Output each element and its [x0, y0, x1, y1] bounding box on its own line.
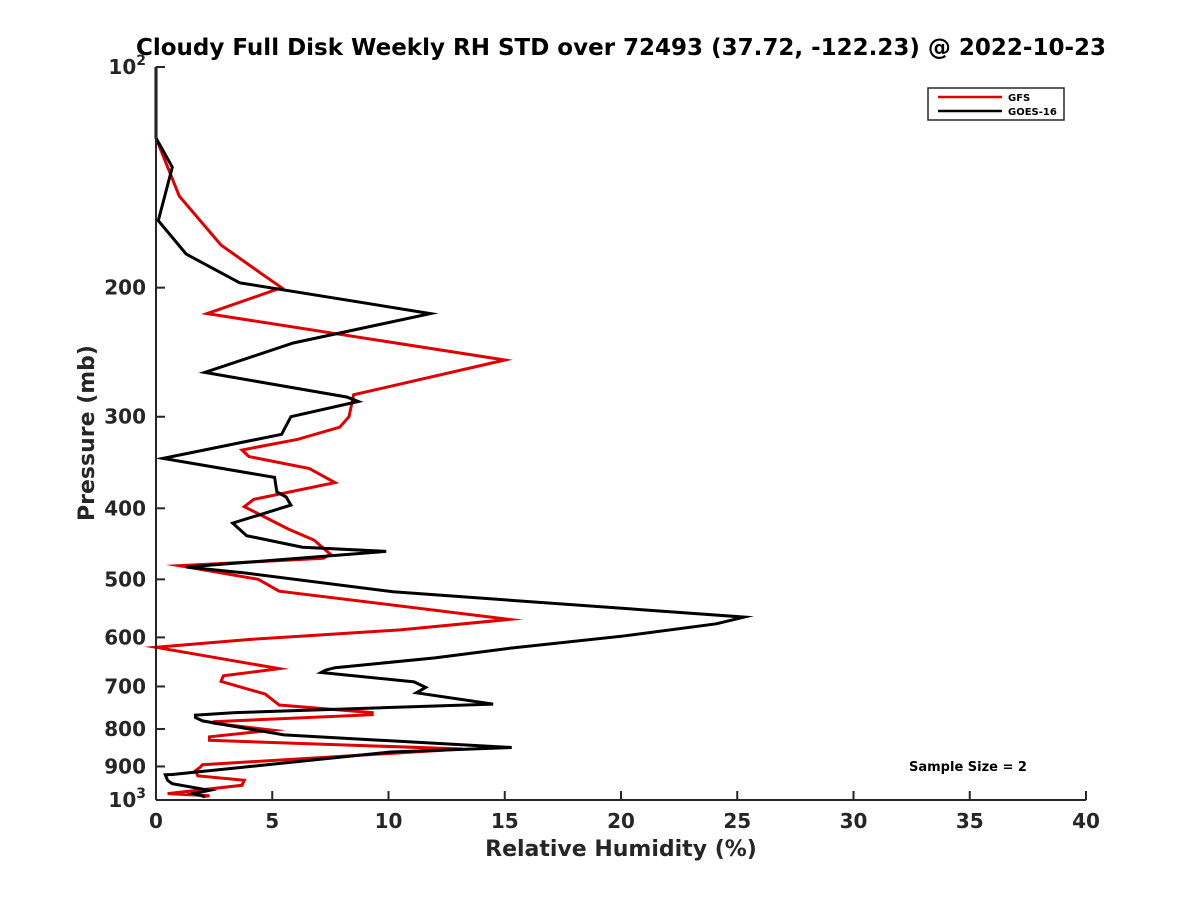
y-tick-label: 500	[104, 567, 146, 591]
y-tick-label: 300	[104, 405, 146, 429]
axes: 0 5 10 15 20 25 30 35 40 102 200 300 400 500 600 700 800…	[104, 53, 1100, 833]
y-tick-label: 600	[104, 625, 146, 649]
x-tick-label: 30	[840, 809, 868, 833]
plot-area	[144, 67, 754, 799]
y-tick-label: 200	[104, 276, 146, 300]
x-axis-title: Relative Humidity (%)	[485, 837, 757, 862]
y-tick-label: 400	[104, 496, 146, 520]
legend-label: GOES-16	[1008, 107, 1057, 118]
legend-label: GFS	[1008, 93, 1030, 104]
legend: GFS GOES-16	[927, 87, 1065, 121]
x-tick-label: 40	[1072, 809, 1100, 833]
y-tick-label: 900	[104, 754, 146, 778]
y-tick-label: 103	[108, 786, 146, 812]
x-tick-label: 25	[723, 809, 751, 833]
y-tick-label: 800	[104, 717, 146, 741]
y-tick-label: 102	[108, 53, 146, 79]
x-tick-label: 10	[375, 809, 403, 833]
chart-title: Cloudy Full Disk Weekly RH STD over 7249…	[136, 35, 1106, 61]
x-tick-label: 35	[956, 809, 984, 833]
y-tick-label: 700	[104, 674, 146, 698]
legend-box	[927, 87, 1065, 121]
sample-size-annotation: Sample Size = 2	[909, 760, 1027, 775]
x-tick-label: 20	[607, 809, 635, 833]
x-tick-label: 0	[149, 809, 163, 833]
series-line-goes-16	[154, 67, 754, 798]
x-tick-label: 15	[491, 809, 519, 833]
x-tick-label: 5	[265, 809, 279, 833]
y-axis-title: Pressure (mb)	[75, 345, 100, 521]
